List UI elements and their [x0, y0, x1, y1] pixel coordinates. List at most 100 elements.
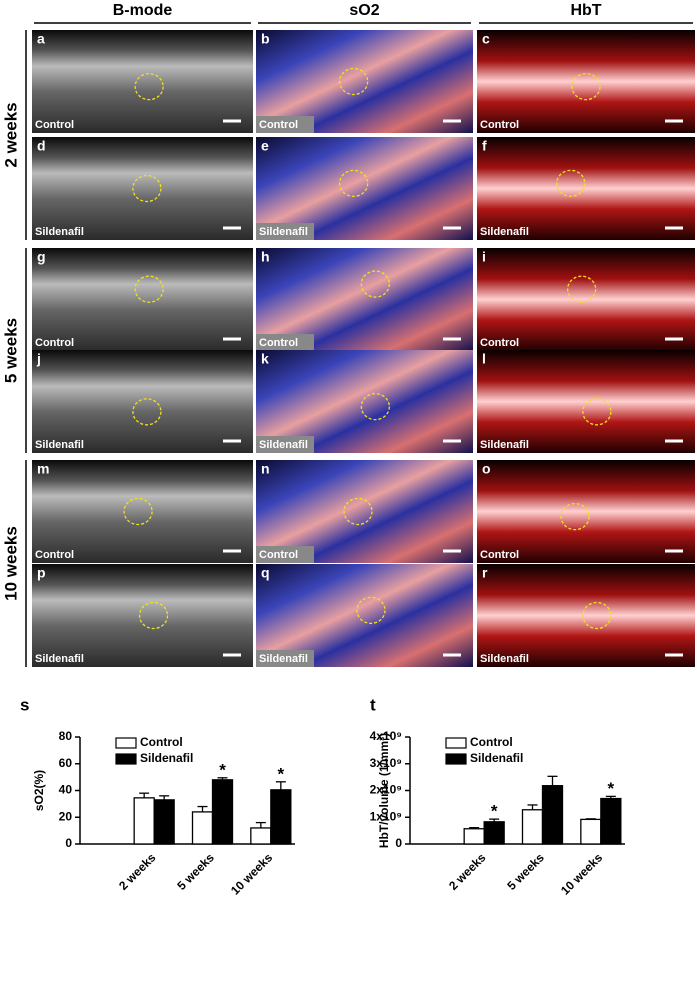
y-tick-label: 20 — [59, 809, 73, 823]
panel-label: Control — [35, 119, 74, 131]
panel-label: Control — [259, 549, 298, 561]
label-box — [256, 436, 314, 453]
panel-label: Sildenafil — [35, 439, 84, 451]
bar — [483, 821, 505, 845]
label-box — [256, 546, 314, 563]
y-axis-label: sO2(%) — [32, 770, 46, 811]
image-panel — [32, 137, 253, 240]
column-header: sO2 — [349, 2, 379, 19]
legend-swatch — [445, 753, 467, 765]
roi-outline — [123, 497, 153, 526]
roi-outline — [134, 275, 164, 303]
panel-letter: b — [261, 31, 270, 47]
image-panel — [477, 30, 695, 133]
panel-label: Sildenafil — [259, 653, 308, 665]
row-label: 5 weeks — [1, 318, 20, 383]
legend-swatch — [445, 737, 467, 749]
image-panel — [32, 564, 253, 667]
roi-outline — [582, 601, 612, 630]
panel-letter: e — [261, 138, 269, 154]
roi-outline — [138, 601, 169, 630]
significance: * — [491, 802, 498, 821]
bar — [270, 789, 292, 845]
panel-label: Sildenafil — [259, 226, 308, 238]
panel-label: Sildenafil — [35, 653, 84, 665]
roi-outline — [132, 398, 162, 426]
roi-outline — [556, 169, 586, 198]
panel-letter: s — [20, 695, 29, 714]
image-panel — [477, 350, 695, 453]
bar — [521, 809, 544, 845]
panel-letter: n — [261, 461, 270, 477]
panel-label: Control — [259, 337, 298, 349]
roi-outline — [338, 67, 369, 96]
row-label: 10 weeks — [1, 526, 20, 601]
bar — [463, 828, 485, 845]
x-tick-label: 10 weeks — [558, 850, 605, 897]
panel-letter: g — [37, 249, 46, 265]
label-box — [256, 223, 314, 240]
y-tick-label: 80 — [59, 729, 73, 743]
panel-letter: k — [261, 351, 269, 367]
y-tick-label: 0 — [65, 836, 72, 850]
image-panel — [32, 30, 253, 133]
legend-label: Sildenafil — [470, 751, 523, 765]
bar — [211, 779, 234, 845]
panel-letter: h — [261, 249, 270, 265]
panel-letter: c — [482, 31, 490, 47]
image-panel — [256, 30, 473, 133]
x-tick-label: 5 weeks — [174, 850, 217, 893]
panel-letter: t — [370, 695, 376, 714]
image-panel — [32, 350, 253, 453]
legend-swatch — [115, 753, 137, 765]
panel-label: Sildenafil — [480, 439, 529, 451]
label-box — [256, 650, 314, 667]
bar — [133, 797, 155, 845]
column-header: B-mode — [113, 2, 173, 19]
image-panel — [477, 564, 695, 667]
x-tick-label: 2 weeks — [446, 850, 489, 893]
legend-label: Sildenafil — [140, 751, 193, 765]
panel-letter: j — [36, 351, 41, 367]
panel-label: Control — [35, 549, 74, 561]
panel-label: Sildenafil — [480, 226, 529, 238]
image-panel — [477, 137, 695, 240]
image-panel — [32, 248, 253, 351]
roi-outline — [134, 73, 164, 101]
image-panel — [477, 460, 695, 563]
panel-letter: o — [482, 461, 491, 477]
bar — [191, 811, 214, 845]
roi-outline — [360, 270, 391, 298]
roi-outline — [360, 392, 391, 421]
significance: * — [278, 764, 285, 783]
roi-outline — [343, 497, 373, 526]
x-tick-label: 2 weeks — [116, 850, 159, 893]
image-panel — [32, 460, 253, 563]
image-panel — [256, 137, 473, 240]
y-tick-label: 60 — [59, 756, 73, 770]
panel-label: Sildenafil — [480, 653, 529, 665]
significance: * — [608, 779, 615, 798]
panel-label: Control — [480, 549, 519, 561]
bar — [153, 799, 175, 845]
panel-label: Sildenafil — [35, 226, 84, 238]
y-tick-label: 4x10⁹ — [370, 729, 402, 743]
image-panel — [256, 564, 473, 667]
x-tick-label: 5 weeks — [504, 850, 547, 893]
roi-outline — [571, 73, 601, 101]
y-tick-label: 0 — [395, 836, 402, 850]
roi-outline — [560, 503, 590, 531]
panel-letter: p — [37, 565, 46, 581]
image-panel — [256, 350, 473, 453]
panel-label: Control — [35, 337, 74, 349]
panel-letter: f — [482, 138, 487, 154]
bar — [600, 797, 622, 845]
y-tick-label: 40 — [59, 783, 73, 797]
roi-outline — [132, 174, 162, 203]
panel-letter: l — [482, 351, 486, 367]
legend-label: Control — [470, 735, 513, 749]
label-box — [256, 116, 314, 133]
label-box — [256, 334, 314, 351]
x-tick-label: 10 weeks — [228, 850, 275, 897]
roi-outline — [566, 275, 597, 303]
